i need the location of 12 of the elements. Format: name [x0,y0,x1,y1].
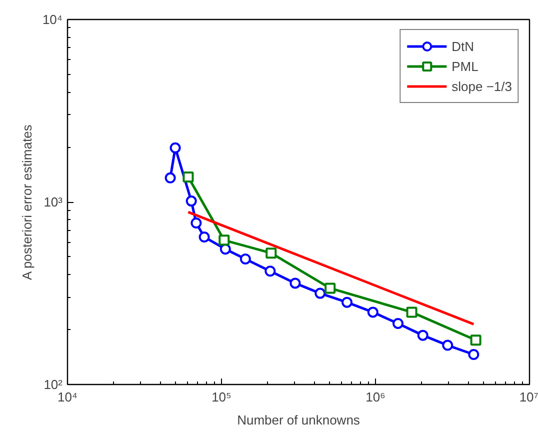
legend-label: slope −1/3 [452,78,512,94]
y-axis-title: A posteriori error estimates [19,124,34,280]
legend-label: PML [452,58,478,74]
x-tick-label: 10⁶ [366,390,386,404]
y-tick-label: 10⁴ [42,12,62,27]
y-tick-label: 10² [44,377,64,392]
x-tick-label: 10⁵ [212,390,232,404]
x-tick-label: 10⁴ [57,390,78,404]
x-axis-title: Number of unknowns [237,412,360,428]
y-tick-label: 10³ [44,194,64,210]
x-tick-label: 10⁷ [519,390,538,404]
legend-label: DtN [452,38,474,54]
